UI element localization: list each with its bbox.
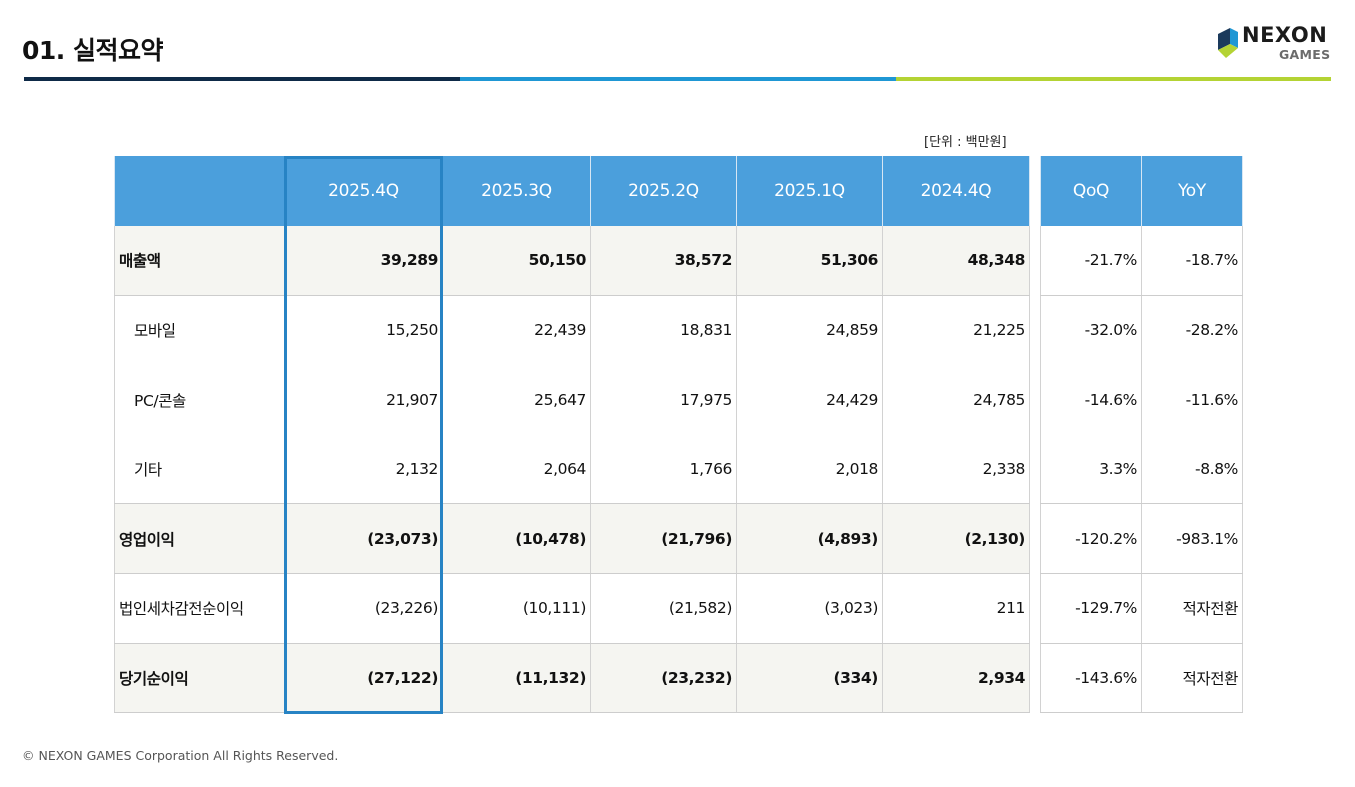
cell-value: 2,338 [882, 434, 1030, 505]
cell-value: 18,831 [590, 295, 737, 365]
table-row: -32.0% -28.2% [1040, 295, 1243, 365]
row-label: 당기순이익 [114, 643, 285, 714]
header-qoq: QoQ [1040, 156, 1142, 226]
cell-value: 22,439 [442, 295, 591, 365]
table-row: 당기순이익 (27,122) (11,132) (23,232) (334) 2… [114, 643, 1030, 714]
cell-value: 2,132 [284, 434, 443, 505]
cell-value: 51,306 [736, 225, 883, 296]
cell-value: (10,478) [442, 503, 591, 575]
cell-value: 50,150 [442, 225, 591, 296]
cell-yoy: 적자전환 [1141, 573, 1243, 644]
cell-yoy: -18.7% [1141, 225, 1243, 296]
cell-value: (3,023) [736, 573, 883, 644]
cell-value: 2,018 [736, 434, 883, 505]
row-label: 법인세차감전순이익 [114, 573, 285, 644]
cell-value: (334) [736, 643, 883, 714]
cell-yoy: -983.1% [1141, 503, 1243, 575]
cell-value: 48,348 [882, 225, 1030, 296]
table-row: -120.2% -983.1% [1040, 503, 1243, 575]
cell-value: 38,572 [590, 225, 737, 296]
cell-value: 25,647 [442, 364, 591, 435]
header-row: 2025.4Q 2025.3Q 2025.2Q 2025.1Q 2024.4Q [114, 156, 1030, 226]
logo-wordmark: NEXON [1242, 23, 1328, 47]
cell-value: 15,250 [284, 295, 443, 365]
cell-value: (4,893) [736, 503, 883, 575]
cell-value: (2,130) [882, 503, 1030, 575]
table-row: -21.7% -18.7% [1040, 225, 1243, 296]
cell-yoy: -11.6% [1141, 364, 1243, 435]
cell-qoq: -14.6% [1040, 364, 1142, 435]
header-2025-1q: 2025.1Q [736, 156, 883, 226]
header-empty [114, 156, 285, 226]
cell-value: 24,859 [736, 295, 883, 365]
cell-value: 2,064 [442, 434, 591, 505]
cell-qoq: -32.0% [1040, 295, 1142, 365]
header-2025-4q: 2025.4Q [284, 156, 443, 226]
table-row: PC/콘솔 21,907 25,647 17,975 24,429 24,785 [114, 364, 1030, 435]
unit-label: [단위 : 백만원] [924, 135, 1007, 150]
nexon-games-logo: NEXON GAMES [1216, 23, 1336, 64]
table-row: 기타 2,132 2,064 1,766 2,018 2,338 [114, 434, 1030, 505]
cell-value: (10,111) [442, 573, 591, 644]
cell-value: (21,796) [590, 503, 737, 575]
header-row: QoQ YoY [1040, 156, 1243, 226]
cell-yoy: 적자전환 [1141, 643, 1243, 714]
cell-value: (11,132) [442, 643, 591, 714]
header-rule-lime [896, 77, 1331, 81]
nexon-cube-icon [1218, 28, 1238, 58]
cell-value: (23,226) [284, 573, 443, 644]
cell-value: 1,766 [590, 434, 737, 505]
cell-value: (23,232) [590, 643, 737, 714]
copyright-footer: © NEXON GAMES Corporation All Rights Res… [22, 748, 339, 763]
header-yoy: YoY [1141, 156, 1243, 226]
cell-value: 211 [882, 573, 1030, 644]
cell-qoq: 3.3% [1040, 434, 1142, 505]
cell-qoq: -129.7% [1040, 573, 1142, 644]
cell-value: 39,289 [284, 225, 443, 296]
table-row: -14.6% -11.6% [1040, 364, 1243, 435]
table-row: 영업이익 (23,073) (10,478) (21,796) (4,893) … [114, 503, 1030, 575]
cell-qoq: -21.7% [1040, 225, 1142, 296]
results-table: 2025.4Q 2025.3Q 2025.2Q 2025.1Q 2024.4Q … [114, 156, 1030, 714]
cell-yoy: -28.2% [1141, 295, 1243, 365]
logo-subtitle: GAMES [1279, 47, 1331, 62]
table-row: 3.3% -8.8% [1040, 434, 1243, 505]
row-label: 영업이익 [114, 503, 285, 575]
page-title: 01. 실적요약 [22, 36, 164, 65]
table-row: 매출액 39,289 50,150 38,572 51,306 48,348 [114, 225, 1030, 296]
cell-value: 21,907 [284, 364, 443, 435]
table-row: -143.6% 적자전환 [1040, 643, 1243, 714]
table-row: 모바일 15,250 22,439 18,831 24,859 21,225 [114, 295, 1030, 365]
header-2025-3q: 2025.3Q [442, 156, 591, 226]
cell-yoy: -8.8% [1141, 434, 1243, 505]
cell-value: 24,785 [882, 364, 1030, 435]
row-label: PC/콘솔 [114, 364, 285, 435]
row-label: 매출액 [114, 225, 285, 296]
table-row: -129.7% 적자전환 [1040, 573, 1243, 644]
cell-qoq: -120.2% [1040, 503, 1142, 575]
header-2025-2q: 2025.2Q [590, 156, 737, 226]
change-table: QoQ YoY -21.7% -18.7% -32.0% -28.2% -14.… [1040, 156, 1243, 714]
cell-value: (23,073) [284, 503, 443, 575]
cell-value: (21,582) [590, 573, 737, 644]
cell-value: 24,429 [736, 364, 883, 435]
cell-value: 21,225 [882, 295, 1030, 365]
row-label: 기타 [114, 434, 285, 505]
header-rule-blue [460, 77, 896, 81]
header-2024-4q: 2024.4Q [882, 156, 1030, 226]
cell-value: 17,975 [590, 364, 737, 435]
row-label: 모바일 [114, 295, 285, 365]
cell-qoq: -143.6% [1040, 643, 1142, 714]
table-row: 법인세차감전순이익 (23,226) (10,111) (21,582) (3,… [114, 573, 1030, 644]
header-rule-dark [24, 77, 460, 81]
cell-value: 2,934 [882, 643, 1030, 714]
cell-value: (27,122) [284, 643, 443, 714]
